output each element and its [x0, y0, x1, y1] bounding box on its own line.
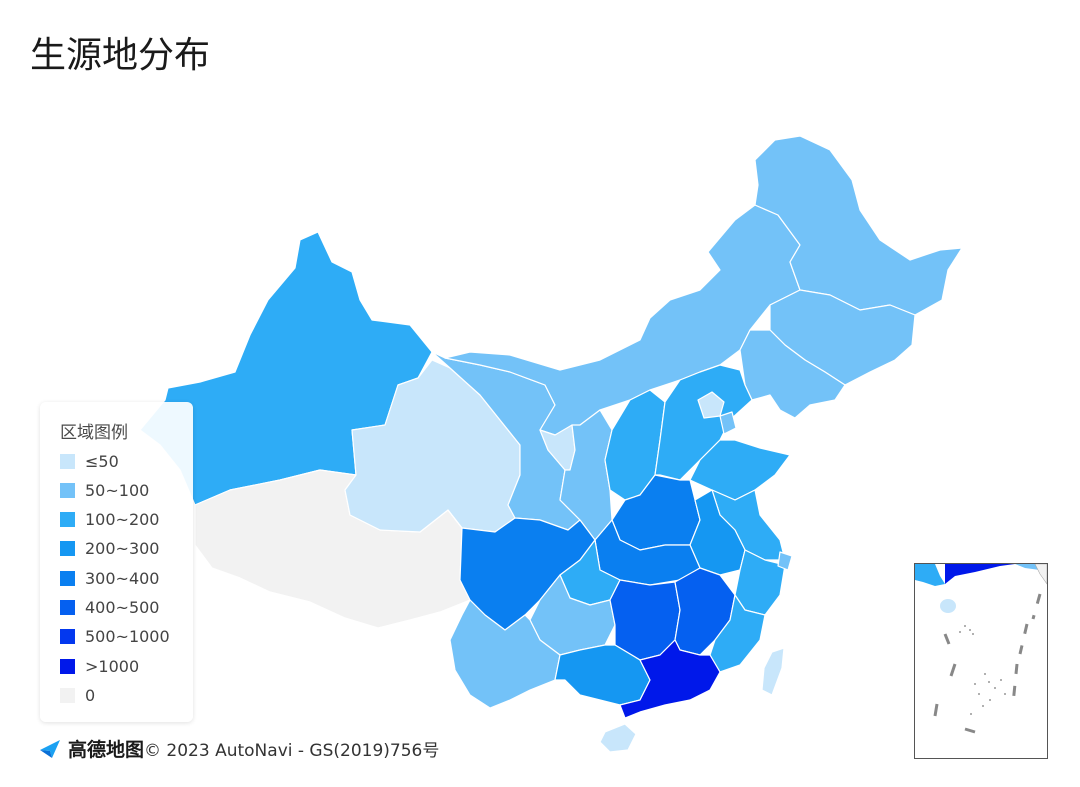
- legend-swatch: [60, 629, 75, 645]
- legend-label: 200~300: [85, 539, 160, 559]
- region-shanghai[interactable]: [777, 551, 793, 571]
- legend-swatch: [60, 658, 75, 674]
- region-shandong[interactable]: [689, 439, 791, 501]
- legend-label: >1000: [85, 656, 140, 676]
- inset-map: [915, 564, 1047, 734]
- region-hainan[interactable]: [599, 723, 637, 753]
- legend-label: 500~1000: [85, 627, 170, 647]
- legend-swatch: [60, 541, 75, 557]
- region-liaoning[interactable]: [739, 329, 846, 419]
- map-attribution: 高德地图 © 2023 AutoNavi - GS(2019)756号: [38, 735, 439, 762]
- legend-item[interactable]: >1000: [60, 655, 139, 677]
- legend-item[interactable]: 500~1000: [60, 626, 170, 648]
- legend-label: 400~500: [85, 598, 160, 617]
- legend-item[interactable]: 50~100: [60, 479, 149, 501]
- legend-label: 50~100: [85, 480, 150, 500]
- region-taiwan[interactable]: [761, 647, 785, 696]
- legend-item[interactable]: 0: [60, 684, 95, 706]
- legend-label: ≤50: [85, 451, 119, 471]
- legend-swatch: [60, 512, 75, 528]
- legend-label: 100~200: [85, 510, 160, 530]
- region-yunnan[interactable]: [449, 599, 561, 709]
- legend-swatch: [60, 482, 75, 498]
- page-title: 生源地分布: [30, 35, 211, 76]
- region-guangdong[interactable]: [619, 639, 721, 719]
- legend-label: 0: [85, 685, 96, 705]
- legend-item[interactable]: 100~200: [60, 509, 159, 531]
- region-fujian[interactable]: [709, 594, 766, 673]
- legend-item[interactable]: 200~300: [60, 538, 159, 560]
- south-china-sea-inset: [914, 563, 1048, 759]
- legend-swatch: [60, 687, 75, 703]
- region-heilongjiang[interactable]: [754, 135, 963, 316]
- map-legend: 区域图例 ≤50 50~100 100~200 200~300 300~400 400~5…: [40, 402, 193, 722]
- legend-swatch: [60, 570, 75, 586]
- legend-item[interactable]: ≤50: [60, 450, 119, 472]
- region-beijing[interactable]: [697, 391, 725, 419]
- navigation-arrow-icon: [40, 739, 60, 758]
- legend-item[interactable]: 300~400: [60, 567, 159, 589]
- legend-title: 区域图例: [60, 423, 128, 443]
- legend-swatch: [60, 600, 75, 615]
- legend-item[interactable]: 400~500: [60, 597, 159, 619]
- region-tianjin[interactable]: [719, 411, 737, 435]
- legend-swatch: [60, 453, 75, 469]
- legend-label: 300~400: [85, 568, 160, 588]
- copyright-text: © 2023 AutoNavi - GS(2019)756号: [144, 741, 440, 761]
- amap-logo-text: 高德地图: [68, 739, 145, 761]
